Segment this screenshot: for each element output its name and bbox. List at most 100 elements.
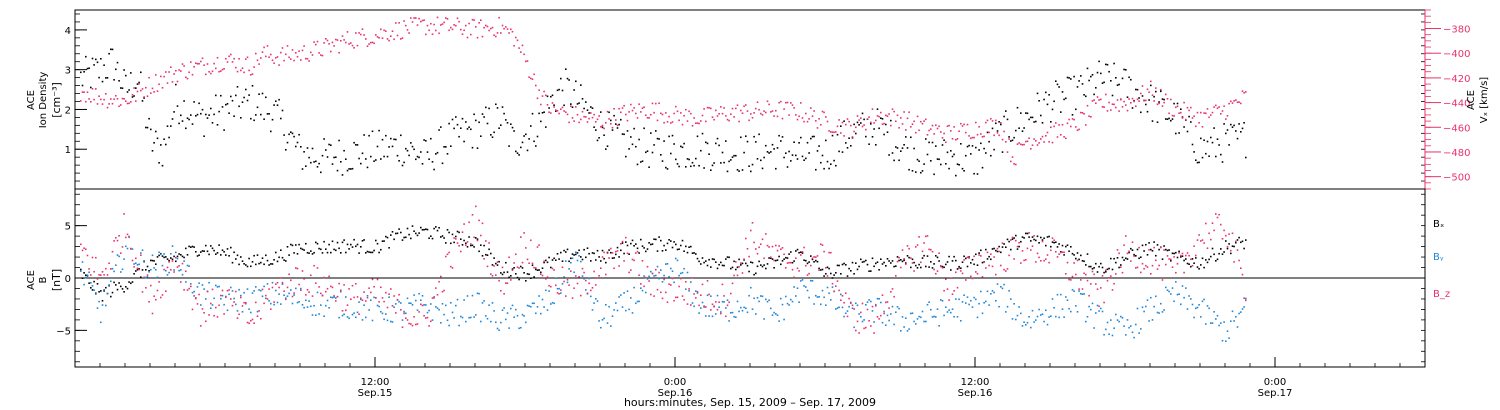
data-point bbox=[1185, 118, 1187, 121]
data-point bbox=[793, 286, 795, 288]
data-point bbox=[130, 282, 132, 285]
data-point bbox=[965, 302, 967, 304]
data-point bbox=[588, 117, 590, 120]
data-point bbox=[881, 263, 884, 265]
data-point bbox=[263, 285, 265, 288]
data-point bbox=[231, 61, 234, 63]
data-point bbox=[683, 142, 685, 145]
data-point bbox=[481, 35, 484, 38]
data-point bbox=[301, 270, 304, 272]
data-point bbox=[125, 74, 127, 77]
data-point bbox=[335, 156, 337, 158]
data-point bbox=[320, 248, 322, 251]
data-point bbox=[441, 23, 444, 25]
data-point bbox=[571, 117, 574, 119]
data-point bbox=[1151, 120, 1154, 122]
data-point bbox=[1091, 74, 1094, 76]
data-point bbox=[90, 101, 92, 103]
data-point bbox=[781, 260, 784, 262]
data-point bbox=[855, 132, 857, 135]
data-point bbox=[1091, 268, 1094, 270]
data-point bbox=[560, 108, 562, 110]
data-point bbox=[1173, 256, 1175, 258]
data-point bbox=[1193, 245, 1195, 247]
data-point bbox=[311, 295, 314, 297]
data-point bbox=[368, 43, 370, 45]
data-point bbox=[1083, 293, 1085, 295]
data-point bbox=[973, 255, 975, 258]
data-point bbox=[773, 267, 775, 269]
data-point bbox=[593, 126, 595, 128]
data-point bbox=[733, 274, 735, 277]
data-point bbox=[1026, 140, 1029, 143]
data-point bbox=[893, 295, 895, 298]
data-point bbox=[548, 284, 550, 287]
data-point bbox=[673, 112, 675, 115]
data-point bbox=[510, 275, 512, 277]
data-point bbox=[821, 154, 824, 157]
data-point bbox=[1050, 245, 1052, 248]
data-point bbox=[540, 273, 542, 275]
data-point bbox=[1223, 123, 1225, 125]
data-point bbox=[555, 109, 557, 111]
data-point bbox=[1015, 318, 1017, 321]
data-point bbox=[131, 248, 134, 250]
data-point bbox=[1190, 106, 1192, 109]
data-point bbox=[383, 240, 385, 242]
data-point bbox=[1085, 320, 1087, 323]
data-point bbox=[573, 89, 575, 91]
data-point bbox=[340, 40, 342, 42]
data-point bbox=[290, 279, 292, 282]
data-point bbox=[145, 287, 147, 289]
data-point bbox=[1138, 97, 1140, 99]
data-point bbox=[966, 256, 969, 259]
data-point bbox=[478, 121, 480, 124]
data-point bbox=[958, 265, 960, 268]
data-point bbox=[125, 245, 127, 248]
data-point bbox=[300, 289, 302, 291]
data-point bbox=[671, 134, 674, 137]
data-point bbox=[210, 107, 212, 110]
data-point bbox=[1185, 287, 1187, 289]
data-point bbox=[963, 255, 965, 258]
y-tick-label: 1 bbox=[65, 145, 71, 156]
data-point bbox=[708, 315, 710, 317]
data-point bbox=[515, 150, 517, 153]
data-point bbox=[148, 76, 150, 79]
data-point bbox=[1240, 131, 1242, 133]
data-point bbox=[900, 259, 902, 261]
data-point bbox=[611, 126, 614, 129]
data-point bbox=[1136, 307, 1139, 310]
data-point bbox=[500, 32, 502, 34]
data-point bbox=[176, 257, 179, 260]
data-point bbox=[795, 154, 797, 157]
data-point bbox=[930, 261, 932, 263]
data-point bbox=[928, 141, 930, 144]
data-point bbox=[468, 221, 470, 224]
data-point bbox=[430, 320, 432, 323]
data-point bbox=[948, 124, 950, 127]
data-point bbox=[278, 256, 280, 259]
data-point bbox=[705, 315, 707, 317]
data-point bbox=[1028, 316, 1030, 318]
data-point bbox=[356, 311, 359, 314]
data-point bbox=[213, 249, 215, 252]
data-point bbox=[445, 146, 447, 148]
data-point bbox=[123, 69, 125, 71]
data-point bbox=[266, 113, 269, 115]
data-point bbox=[1156, 311, 1159, 314]
data-point bbox=[465, 121, 467, 123]
data-point bbox=[418, 292, 420, 295]
data-point bbox=[115, 68, 117, 71]
data-point bbox=[338, 51, 340, 54]
data-point bbox=[466, 128, 469, 130]
data-point bbox=[153, 142, 155, 144]
data-point bbox=[628, 148, 630, 150]
data-point bbox=[796, 287, 799, 289]
data-point bbox=[1213, 311, 1215, 313]
data-point bbox=[420, 20, 422, 23]
data-point bbox=[663, 278, 665, 281]
data-point bbox=[1100, 287, 1102, 289]
data-point bbox=[380, 248, 382, 251]
data-point bbox=[1141, 306, 1144, 309]
